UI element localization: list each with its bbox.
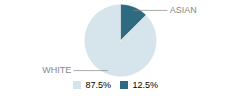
svg-text:WHITE: WHITE <box>42 65 71 75</box>
svg-text:ASIAN: ASIAN <box>170 5 197 15</box>
html-text:12.5%: 12.5% <box>132 80 158 90</box>
html-text:87.5%: 87.5% <box>85 80 111 90</box>
